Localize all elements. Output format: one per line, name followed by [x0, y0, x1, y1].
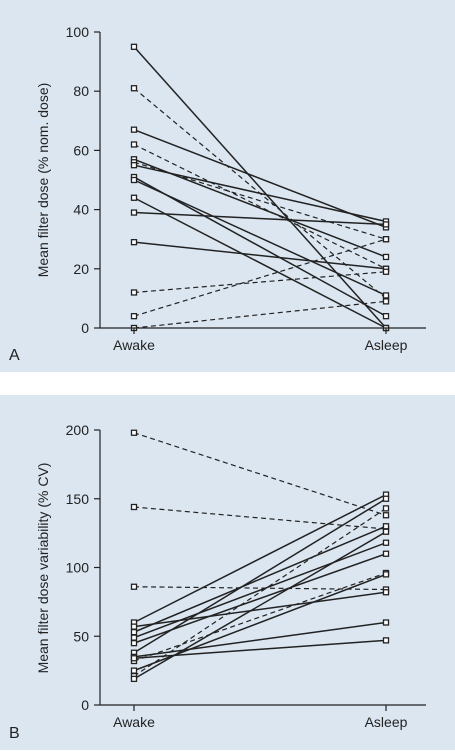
a-series-7-line	[133, 164, 387, 223]
panel-a-y-axis-title: Mean filter dose (% nom. dose)	[35, 83, 51, 278]
a-series-1-awake-marker	[130, 43, 138, 50]
b-series-4-line	[133, 493, 387, 624]
a-series-9-awake-marker	[130, 176, 138, 184]
b-series-15-line	[133, 531, 387, 680]
a-series-14-awake-marker	[130, 313, 138, 320]
b-series-7-line	[133, 542, 387, 639]
b-series-14-asleep-marker	[382, 505, 390, 512]
panel-b-x-label-awake: Awake	[113, 714, 155, 730]
panel-a-y-ticks: 0 20 40 60 80 100	[66, 24, 100, 336]
a-series-15-asleep-marker	[382, 298, 390, 305]
b-series-11-line	[133, 572, 387, 662]
b-series-8-line	[133, 553, 387, 644]
b-series-1-awake-marker	[130, 429, 138, 436]
b-series-8-awake-marker	[130, 639, 138, 647]
b-series-12-awake-marker	[130, 655, 138, 662]
a-series-10-line	[133, 197, 387, 329]
a-y-tick-label: 40	[73, 202, 89, 218]
b-series-13-asleep-marker	[382, 571, 390, 578]
a-y-tick-label: 20	[73, 261, 89, 277]
a-series-3-line	[133, 128, 387, 229]
a-series-8-line	[133, 176, 387, 317]
a-series-9-line	[133, 179, 387, 297]
panel-b-y-ticks: 0 50 100 150 200	[66, 422, 100, 713]
b-y-tick-label: 150	[66, 491, 90, 507]
a-series-2-awake-marker	[130, 85, 138, 92]
a-y-tick-label: 80	[73, 83, 89, 99]
a-series-8-asleep-marker	[382, 313, 390, 320]
panel-a-letter: A	[9, 347, 20, 364]
a-series-13-awake-marker	[130, 289, 138, 296]
a-series-9-asleep-marker	[382, 292, 390, 299]
b-series-6-awake-marker	[130, 628, 138, 636]
a-series-10-awake-marker	[130, 194, 138, 201]
a-series-3-awake-marker	[130, 126, 138, 133]
panel-a-x-label-awake: Awake	[113, 337, 155, 353]
b-series-9-line	[133, 498, 387, 654]
a-series-12-awake-marker	[130, 239, 138, 246]
b-y-tick-label: 50	[73, 628, 89, 644]
b-series-15-asleep-marker	[382, 528, 390, 535]
panel-b-x-label-asleep: Asleep	[365, 714, 408, 730]
a-series-12-line	[133, 241, 387, 270]
panel-a-series-group	[133, 46, 387, 329]
a-series-5-asleep-marker	[382, 253, 390, 261]
panel-b-background	[0, 395, 455, 750]
b-y-tick-label: 100	[66, 560, 90, 576]
b-series-3-awake-marker	[130, 583, 138, 590]
a-series-1-line	[133, 46, 387, 329]
b-series-12-asleep-marker	[382, 637, 390, 644]
a-series-4-line	[133, 143, 387, 270]
panel-b-series-group	[133, 432, 387, 680]
b-series-7-asleep-marker	[382, 539, 390, 546]
b-series-5-line	[133, 591, 387, 628]
b-series-10-line	[133, 621, 387, 658]
b-series-5-awake-marker	[130, 623, 138, 630]
b-y-tick-label: 200	[66, 422, 90, 438]
panel-b-chart: 0 50 100 150 200 Awake Asleep Mean filter do…	[9, 422, 426, 742]
panel-a-x-label-asleep: Asleep	[365, 337, 408, 353]
b-series-8-asleep-marker	[382, 550, 390, 557]
a-series-7-awake-marker	[130, 162, 138, 169]
b-series-6-asleep-marker	[382, 523, 390, 530]
b-series-9-asleep-marker	[382, 495, 390, 502]
b-series-2-awake-marker	[130, 503, 138, 511]
b-series-6-line	[133, 525, 387, 633]
a-series-14-line	[133, 238, 387, 317]
b-series-1-line	[133, 432, 387, 516]
b-series-1-asleep-marker	[382, 512, 390, 519]
a-series-13-asleep-marker	[382, 268, 390, 275]
b-series-5-asleep-marker	[382, 589, 390, 596]
a-y-tick-label: 0	[81, 320, 89, 336]
panel-b-letter: B	[9, 725, 20, 742]
a-series-14-asleep-marker	[382, 236, 390, 243]
b-series-7-awake-marker	[130, 634, 138, 641]
a-series-11-asleep-marker	[382, 221, 390, 228]
a-y-tick-label: 60	[73, 142, 89, 158]
b-series-10-asleep-marker	[382, 619, 390, 626]
b-y-tick-label: 0	[81, 697, 89, 713]
a-series-4-awake-marker	[130, 141, 138, 148]
a-y-tick-label: 100	[66, 24, 90, 40]
panel-a-chart: 0 20 40 60 80 100 Awake Asleep Mean filter do…	[9, 24, 426, 364]
panel-b-y-axis-title: Mean filter dose variability (% CV)	[35, 463, 51, 674]
a-series-11-awake-marker	[130, 209, 138, 216]
b-series-13-awake-marker	[130, 667, 138, 674]
panel-b-markers-group	[130, 429, 390, 683]
a-series-11-line	[133, 211, 387, 226]
b-series-15-awake-marker	[130, 675, 138, 683]
